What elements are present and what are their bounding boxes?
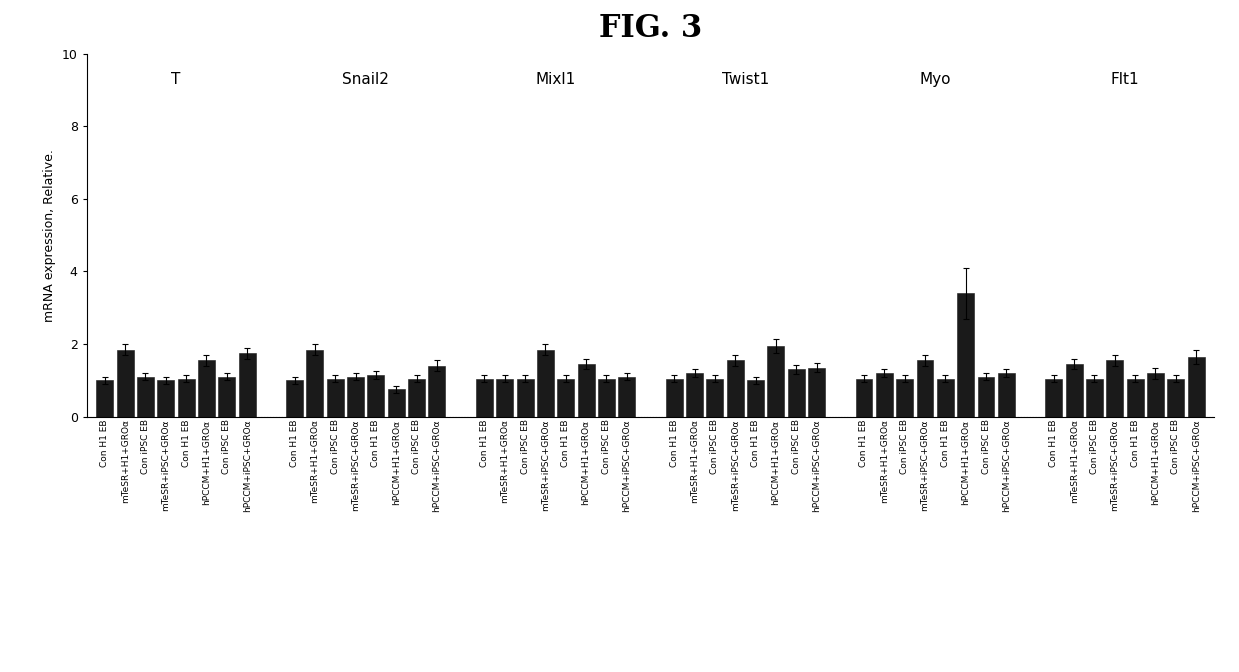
Bar [767, 346, 784, 417]
Bar [536, 349, 554, 417]
Text: Twist1: Twist1 [722, 72, 769, 87]
Title: FIG. 3: FIG. 3 [598, 13, 703, 44]
Bar [997, 373, 1015, 417]
Bar [408, 378, 425, 417]
Bar [1066, 364, 1083, 417]
Bar [157, 380, 175, 417]
Bar [327, 378, 343, 417]
Bar [958, 293, 974, 417]
Bar [388, 390, 405, 417]
Bar [476, 378, 493, 417]
Bar [368, 375, 384, 417]
Bar [706, 378, 724, 417]
Bar [876, 373, 893, 417]
Bar [97, 380, 113, 417]
Text: T: T [171, 72, 181, 87]
Bar [517, 378, 534, 417]
Bar [978, 377, 995, 417]
Bar [618, 377, 636, 417]
Bar [347, 377, 364, 417]
Bar [218, 377, 235, 417]
Bar [1126, 378, 1144, 417]
Bar [1167, 378, 1184, 417]
Text: Snail2: Snail2 [342, 72, 389, 87]
Bar [1147, 373, 1163, 417]
Bar [896, 378, 913, 417]
Bar [138, 377, 154, 417]
Bar [1106, 360, 1124, 417]
Bar [788, 370, 804, 417]
Y-axis label: mRNA expression, Relative.: mRNA expression, Relative. [43, 149, 56, 322]
Bar [598, 378, 615, 417]
Bar [1188, 357, 1204, 417]
Text: Flt1: Flt1 [1110, 72, 1140, 87]
Bar [286, 380, 304, 417]
Bar [747, 380, 764, 417]
Bar [177, 378, 195, 417]
Bar [808, 368, 825, 417]
Bar [1046, 378, 1062, 417]
Bar [497, 378, 513, 417]
Text: Mixl1: Mixl1 [535, 72, 576, 87]
Bar [686, 373, 703, 417]
Bar [665, 378, 683, 417]
Bar [239, 353, 255, 417]
Bar [1087, 378, 1103, 417]
Bar [558, 378, 574, 417]
Bar [937, 378, 954, 417]
Bar [727, 360, 743, 417]
Bar [429, 366, 446, 417]
Bar [855, 378, 872, 417]
Bar [917, 360, 933, 417]
Bar [306, 349, 323, 417]
Bar [116, 349, 134, 417]
Text: Myo: Myo [919, 72, 950, 87]
Bar [198, 360, 214, 417]
Bar [577, 364, 595, 417]
